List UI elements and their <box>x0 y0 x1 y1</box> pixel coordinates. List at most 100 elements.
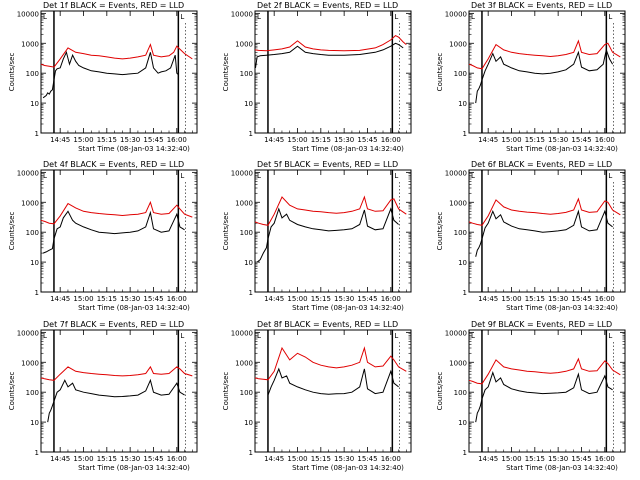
lld-series-line <box>40 200 193 225</box>
chart-title: Det 1f BLACK = Events, RED = LLD <box>43 1 184 10</box>
x-axis-label: Start Time (08-Jan-03 14:32:40) <box>506 304 618 312</box>
y-tick-label: 1000 <box>235 359 253 367</box>
x-tick-label: 15:00 <box>501 295 521 303</box>
y-tick-label: 1 <box>463 130 467 138</box>
x-tick-label: 15:30 <box>548 136 568 144</box>
x-axis-label: Start Time (08-Jan-03 14:32:40) <box>78 304 190 312</box>
interval-marker-label: L <box>43 332 47 340</box>
chart-panel: Det 5f BLACK = Events, RED = LLD 1 10 100 10… <box>222 160 412 312</box>
chart-panel: Det 4f BLACK = Events, RED = LLD 1 10 100 10… <box>8 160 198 312</box>
lld-series-line <box>40 43 193 68</box>
x-tick-label: 15:30 <box>120 295 140 303</box>
x-tick-label: 15:45 <box>143 455 163 463</box>
x-tick-label: 15:30 <box>334 136 354 144</box>
x-tick-label: 14:45 <box>50 295 70 303</box>
interval-marker-label: L <box>43 172 47 180</box>
lld-series-line <box>40 365 193 381</box>
x-tick-label: 15:15 <box>311 136 331 144</box>
x-tick-label: 14:45 <box>264 136 284 144</box>
x-tick-label: 15:15 <box>525 136 545 144</box>
y-tick-label: 10 <box>30 259 39 267</box>
chart-title: Det 6f BLACK = Events, RED = LLD <box>471 160 612 169</box>
x-tick-label: 14:45 <box>264 455 284 463</box>
y-tick-label: 100 <box>26 389 39 397</box>
lld-series-line <box>254 195 407 226</box>
x-tick-label: 15:45 <box>571 295 591 303</box>
x-tick-label: 14:45 <box>478 455 498 463</box>
plot-frame <box>40 10 198 134</box>
chart-panel: Det 9f BLACK = Events, RED = LLD 1 10 100 10… <box>436 320 626 472</box>
x-axis-label: Start Time (08-Jan-03 14:32:40) <box>78 464 190 472</box>
x-tick-label: 14:45 <box>264 295 284 303</box>
y-tick-label: 1000 <box>449 359 467 367</box>
chart-title: Det 9f BLACK = Events, RED = LLD <box>471 320 612 329</box>
interval-marker-label: L <box>608 172 612 180</box>
x-tick-label: 15:15 <box>97 136 117 144</box>
plot-frame <box>468 10 626 134</box>
y-tick-label: 10 <box>244 419 253 427</box>
y-tick-label: 100 <box>26 70 39 78</box>
y-tick-label: 100 <box>240 389 253 397</box>
y-tick-label: 10 <box>458 419 467 427</box>
x-tick-label: 15:45 <box>571 136 591 144</box>
interval-marker-label: L <box>471 13 475 21</box>
x-axis-label: Start Time (08-Jan-03 14:32:40) <box>292 145 404 153</box>
x-tick-label: 15:30 <box>334 455 354 463</box>
x-tick-label: 15:45 <box>357 455 377 463</box>
events-series-line <box>475 371 613 423</box>
x-tick-label: 15:45 <box>357 295 377 303</box>
lld-series-line <box>254 346 407 381</box>
y-tick-label: 10000 <box>231 10 253 18</box>
y-tick-label: 1000 <box>449 199 467 207</box>
y-tick-label: 10000 <box>17 169 39 177</box>
x-tick-label: 15:00 <box>73 295 93 303</box>
x-tick-label: 15:00 <box>501 455 521 463</box>
interval-marker-label: L <box>608 13 612 21</box>
x-tick-label: 15:30 <box>120 455 140 463</box>
y-tick-label: 10 <box>458 100 467 108</box>
lld-series-line <box>468 357 621 385</box>
chart-title: Det 2f BLACK = Events, RED = LLD <box>257 1 398 10</box>
y-axis-label: Counts/sec <box>222 212 230 251</box>
y-axis-label: Counts/sec <box>436 212 444 251</box>
x-tick-label: 15:15 <box>311 455 331 463</box>
y-axis-label: Counts/sec <box>8 53 16 92</box>
chart-panel: Det 2f BLACK = Events, RED = LLD 1 10 100 10… <box>222 1 412 153</box>
x-axis-label: Start Time (08-Jan-03 14:32:40) <box>506 145 618 153</box>
x-tick-label: 15:00 <box>73 136 93 144</box>
interval-marker-label: L <box>43 13 47 21</box>
chart-panel: Det 8f BLACK = Events, RED = LLD 1 10 100 10… <box>222 320 412 472</box>
y-tick-label: 1 <box>463 449 467 457</box>
plot-frame <box>254 329 412 453</box>
x-axis-label: Start Time (08-Jan-03 14:32:40) <box>506 464 618 472</box>
chart-title: Det 7f BLACK = Events, RED = LLD <box>43 320 184 329</box>
interval-marker-label: L <box>394 13 398 21</box>
x-tick-label: 15:30 <box>120 136 140 144</box>
y-tick-label: 1000 <box>235 199 253 207</box>
x-axis-label: Start Time (08-Jan-03 14:32:40) <box>78 145 190 153</box>
x-tick-label: 14:45 <box>478 136 498 144</box>
plot-frame <box>468 329 626 453</box>
x-tick-label: 15:00 <box>287 455 307 463</box>
y-tick-label: 1 <box>463 289 467 297</box>
y-axis-label: Counts/sec <box>8 372 16 411</box>
y-tick-label: 100 <box>240 70 253 78</box>
x-tick-label: 15:15 <box>97 455 117 463</box>
y-axis-label: Counts/sec <box>436 372 444 411</box>
y-tick-label: 10000 <box>17 329 39 337</box>
interval-marker-label: L <box>257 172 261 180</box>
x-tick-label: 15:00 <box>501 136 521 144</box>
chart-panel: Det 7f BLACK = Events, RED = LLD 1 10 100 10… <box>8 320 198 472</box>
x-tick-label: 16:00 <box>381 455 401 463</box>
y-axis-label: Counts/sec <box>436 53 444 92</box>
events-series-line <box>47 378 185 423</box>
x-tick-label: 15:15 <box>525 455 545 463</box>
y-axis-label: Counts/sec <box>8 212 16 251</box>
x-tick-label: 14:45 <box>50 136 70 144</box>
interval-marker-label: L <box>471 172 475 180</box>
x-tick-label: 16:00 <box>167 136 187 144</box>
x-tick-label: 15:00 <box>287 136 307 144</box>
x-axis-label: Start Time (08-Jan-03 14:32:40) <box>292 304 404 312</box>
plot-frame <box>40 329 198 453</box>
